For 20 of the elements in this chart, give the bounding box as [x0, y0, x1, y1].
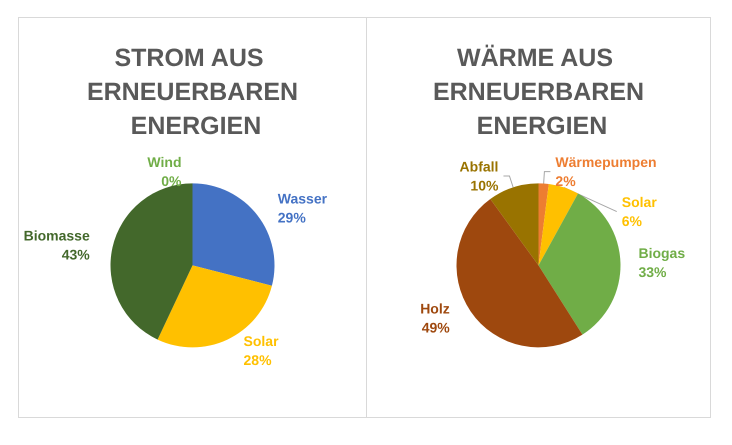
data-label: 43% [62, 246, 90, 262]
data-label: 10% [470, 177, 499, 194]
data-label: 29% [278, 209, 306, 226]
slice-label: Biogas [638, 244, 686, 261]
data-label: 33% [638, 264, 668, 280]
slice-label: Solar [622, 194, 658, 210]
data-label: 6% [622, 213, 643, 230]
data-label: 28% [244, 352, 272, 368]
chart-title: STROM AUS ERNEUERBAREN ENERGIEN [86, 44, 298, 140]
slice-label: Holz [420, 300, 450, 317]
category-label: Wind [147, 154, 182, 170]
slice-label: Wasser [278, 190, 328, 206]
data-label: 49% [422, 320, 450, 336]
slice-label: Wärmepumpen [555, 154, 657, 170]
slice-label: Solar [244, 332, 280, 349]
data-label: 2% [555, 173, 576, 190]
slice-label: Biomasse [24, 227, 90, 244]
slice-label: Abfall [460, 158, 498, 174]
text: 0% [161, 172, 182, 189]
chart-title: WÄRME AUS ERNEUERBAREN ENERGIEN [432, 44, 644, 140]
